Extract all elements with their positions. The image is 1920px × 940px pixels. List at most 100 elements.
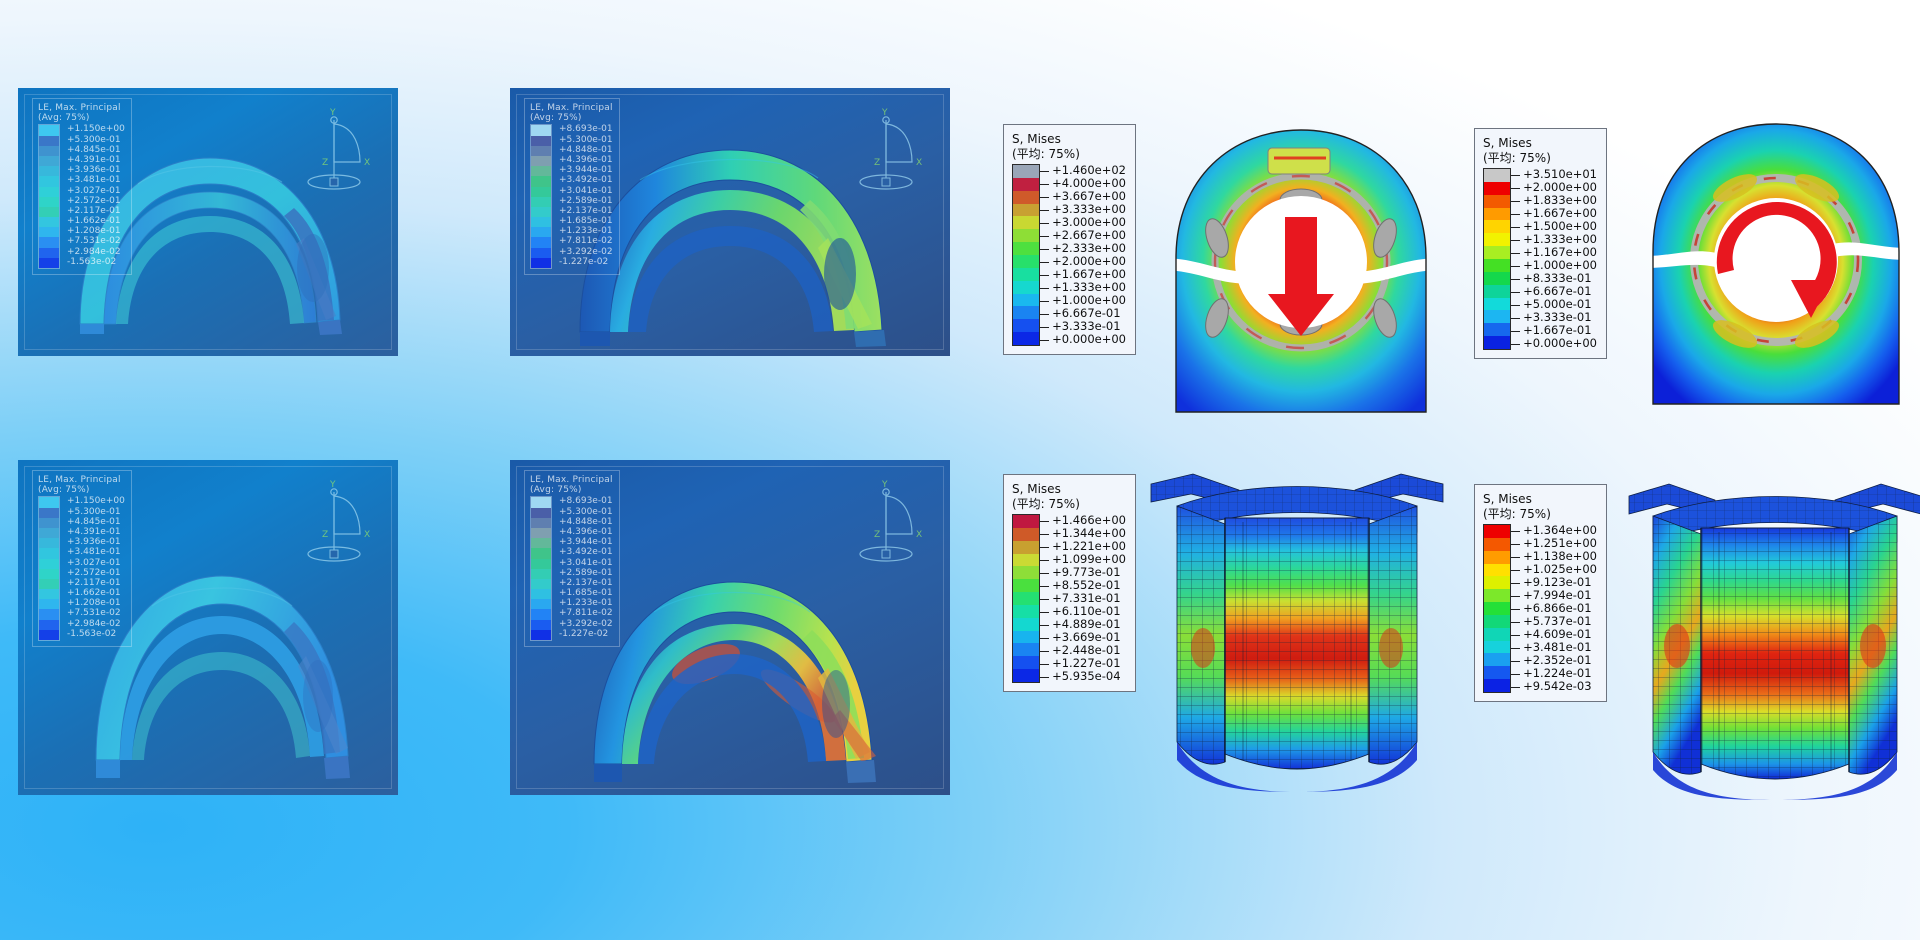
legend-swatch xyxy=(1484,537,1510,551)
legend-tick xyxy=(1039,196,1049,198)
legend-swatch xyxy=(39,217,59,228)
legend-swatch xyxy=(1484,246,1510,260)
legend-swatch xyxy=(531,548,551,559)
legend-value: +1.233e-01 xyxy=(559,226,613,237)
legend-title: LE, Max. Principal xyxy=(530,103,613,113)
svg-text:Y: Y xyxy=(329,108,336,118)
legend-value: +2.117e-01 xyxy=(67,205,121,216)
legend-value: +1.099e+00 xyxy=(1052,552,1126,566)
legend-title: LE, Max. Principal xyxy=(38,103,121,113)
svg-text:X: X xyxy=(916,530,922,540)
legend-tick xyxy=(1510,239,1520,241)
legend-tick xyxy=(1510,343,1520,345)
legend-tick xyxy=(1510,265,1520,267)
legend-tick xyxy=(1510,252,1520,254)
legend-tick xyxy=(1039,339,1049,341)
legend-value: +3.936e-01 xyxy=(67,165,121,176)
legend-swatch xyxy=(1484,666,1510,680)
legend-value: +1.025e+00 xyxy=(1523,562,1597,576)
legend-swatch xyxy=(531,166,551,177)
legend-value: +3.027e-01 xyxy=(67,557,121,568)
legend-value: +1.662e-01 xyxy=(67,588,121,599)
legend-tick xyxy=(1510,543,1520,545)
legend-title: S, Mises xyxy=(1012,132,1061,146)
legend-tick xyxy=(1039,235,1049,237)
panel-top-middle[interactable]: LE, Max. Principal (Avg: 75%) +8.693e-01… xyxy=(510,88,950,356)
legend-swatch xyxy=(531,619,551,630)
legend-value: +3.669e-01 xyxy=(1052,630,1121,644)
legend-value: +0.000e+00 xyxy=(1523,336,1597,350)
legend-swatch xyxy=(531,507,551,518)
legend-value: +3.481e-01 xyxy=(67,547,121,558)
legend-value: -1.227e-02 xyxy=(559,628,609,639)
legend-value: +2.572e-01 xyxy=(67,567,121,578)
legend-value: +5.300e-01 xyxy=(559,506,613,517)
panel-bottom-left[interactable]: LE, Max. Principal (Avg: 75%) +1.150e+00… xyxy=(18,460,398,795)
legend-tick-marks xyxy=(1039,514,1051,683)
legend-tick xyxy=(1510,595,1520,597)
legend-tick xyxy=(1039,183,1049,185)
legend-swatch xyxy=(39,609,59,620)
model-segment-ring-vertical xyxy=(1147,462,1447,792)
legend-subtitle: (平均: 75%) xyxy=(1012,147,1080,161)
legend-value: +2.984e-02 xyxy=(67,618,121,629)
legend-value: +7.531e-02 xyxy=(67,608,121,619)
legend-tick xyxy=(1039,585,1049,587)
legend-swatch xyxy=(531,497,551,508)
legend-swatch xyxy=(531,589,551,600)
legend-value: +2.117e-01 xyxy=(67,577,121,588)
legend-swatch xyxy=(1484,627,1510,641)
legend-subtitle: (Avg: 75%) xyxy=(530,113,582,124)
legend-value: +1.364e+00 xyxy=(1523,523,1597,537)
legend-swatch xyxy=(39,135,59,146)
legend-swatch xyxy=(39,497,59,508)
legend-swatch xyxy=(1013,203,1039,217)
legend-tick xyxy=(1039,287,1049,289)
panel-bottom-middle[interactable]: LE, Max. Principal (Avg: 75%) +8.693e-01… xyxy=(510,460,950,795)
legend-value: +7.331e-01 xyxy=(1052,591,1121,605)
legend-value: +1.251e+00 xyxy=(1523,536,1597,550)
legend-value: +4.000e+00 xyxy=(1052,176,1126,190)
legend-swatch xyxy=(1013,579,1039,593)
legend-swatch xyxy=(1013,216,1039,230)
legend-tick xyxy=(1039,546,1049,548)
legend-value: +3.041e-01 xyxy=(559,185,613,196)
legend-tick xyxy=(1039,313,1049,315)
legend-value-list: +8.693e-01 +5.300e-01 +4.848e-01 +4.396e-01… xyxy=(559,496,613,641)
svg-text:Z: Z xyxy=(874,158,880,168)
legend-value: +7.811e-02 xyxy=(559,608,613,619)
svg-text:Z: Z xyxy=(322,158,328,168)
legend-tick xyxy=(1039,209,1049,211)
legend-swatch xyxy=(1484,233,1510,247)
legend-swatch-column xyxy=(1012,164,1040,346)
legend-tick xyxy=(1039,520,1049,522)
legend-value: +7.531e-02 xyxy=(67,236,121,247)
legend-swatch xyxy=(1484,602,1510,615)
legend-value-list: +8.693e-01 +5.300e-01 +4.848e-01 +4.396e-01… xyxy=(559,124,613,269)
legend-tick xyxy=(1039,572,1049,574)
legend-value: -1.563e-02 xyxy=(67,628,117,639)
panel-top-left[interactable]: LE, Max. Principal (Avg: 75%) +1.150e+00… xyxy=(18,88,398,356)
legend-swatch xyxy=(1484,194,1510,208)
legend-swatch xyxy=(1484,576,1510,590)
legend-swatch xyxy=(531,155,551,167)
legend-value: +2.352e-01 xyxy=(1523,653,1592,667)
legend-swatch-column xyxy=(530,496,552,642)
legend-swatch xyxy=(39,166,59,177)
legend-value-list: +1.460e+02 +4.000e+00 +3.667e+00 +3.333e+00… xyxy=(1052,164,1126,346)
legend-tick xyxy=(1510,187,1520,189)
legend-subtitle: (平均: 75%) xyxy=(1483,151,1551,165)
legend-value: +9.542e-03 xyxy=(1523,679,1592,693)
legend-swatch xyxy=(39,247,59,258)
legend-value: +5.935e-04 xyxy=(1052,669,1121,683)
legend-value: +1.460e+02 xyxy=(1052,163,1126,177)
legend-swatch xyxy=(39,145,59,156)
legend-tick xyxy=(1510,200,1520,202)
legend-swatch xyxy=(39,578,59,590)
legend-swatch xyxy=(1484,271,1510,285)
legend-tick xyxy=(1039,650,1049,652)
legend-swatch xyxy=(39,619,59,630)
legend-value: +1.333e+00 xyxy=(1523,232,1597,246)
legend-swatch xyxy=(39,257,59,269)
